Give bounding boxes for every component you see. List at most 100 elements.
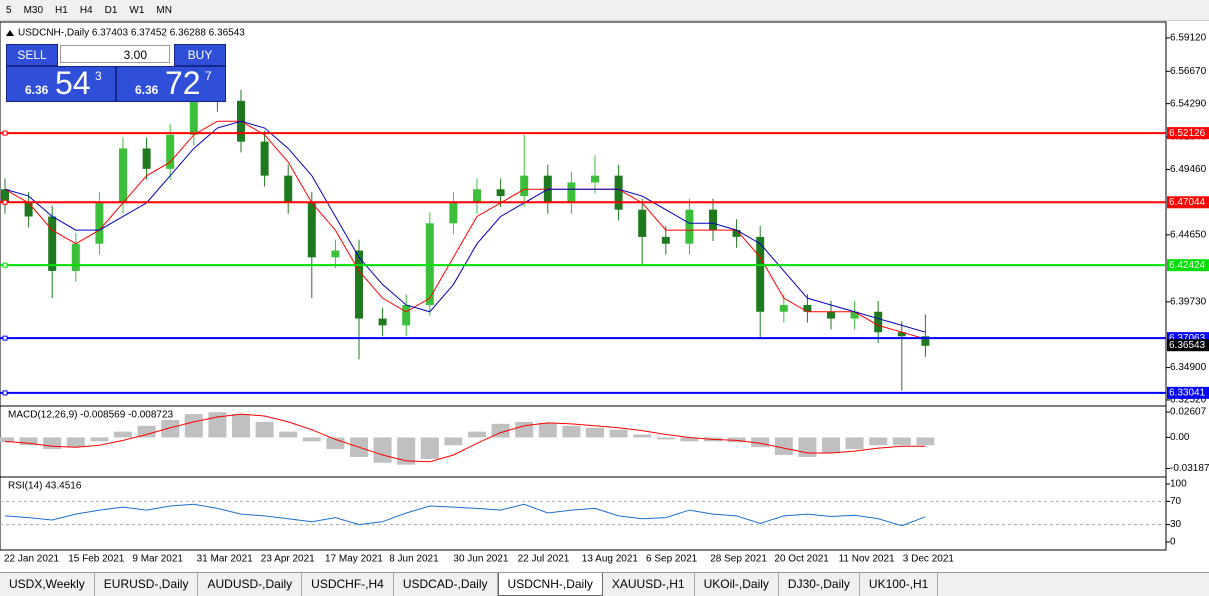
candle-body: [732, 230, 741, 237]
y-tick-label: 70: [1170, 496, 1182, 507]
x-tick-label: 20 Oct 2021: [774, 554, 829, 565]
symbol-tab[interactable]: USDCNH-,Daily: [497, 573, 603, 596]
macd-bar: [114, 431, 132, 438]
candle-body: [779, 304, 788, 312]
candle-body: [1, 189, 9, 203]
candle-body: [284, 175, 293, 203]
candle-body: [71, 243, 80, 271]
buy-button[interactable]: BUY: [174, 44, 226, 66]
symbol-header: USDCNH-,Daily 6.37403 6.37452 6.36288 6.…: [18, 28, 245, 39]
candle-body: [496, 189, 505, 197]
timeframe-button[interactable]: D1: [104, 4, 118, 16]
y-tick-label: 6.49460: [1170, 164, 1207, 175]
timeframe-button[interactable]: H1: [55, 4, 68, 16]
macd-bar: [19, 437, 38, 446]
macd-header: MACD(12,26,9) -0.008569 -0.008723: [8, 410, 174, 421]
price-label: 6.36543: [1169, 340, 1206, 351]
candle-body: [402, 304, 411, 326]
h-line-anchor: [2, 390, 8, 396]
candle-body: [378, 318, 387, 326]
timeframe-button[interactable]: H4: [79, 4, 93, 16]
candle-body: [803, 304, 812, 312]
candle-body: [685, 209, 694, 244]
y-tick-label: 6.32520: [1170, 395, 1207, 406]
candle-body: [24, 202, 33, 217]
symbol-tab[interactable]: USDX,Weekly: [0, 573, 95, 596]
ask-box[interactable]: 6.36 72 7: [116, 65, 226, 102]
symbol-tab[interactable]: USDCHF-,H4: [302, 573, 394, 596]
timeframe-button[interactable]: M30: [23, 4, 44, 16]
h-line-label-box: [1167, 196, 1209, 209]
candle-body: [355, 250, 363, 319]
y-tick-label: 0.02607: [1170, 407, 1207, 418]
timeframe-button[interactable]: W1: [129, 4, 145, 16]
y-tick-label: -0.031872: [1170, 463, 1209, 474]
x-tick-label: 11 Nov 2021: [839, 554, 895, 565]
h-line-label-box: [1167, 259, 1209, 272]
timeframe-button[interactable]: 5: [6, 4, 12, 16]
macd-bar: [184, 414, 203, 438]
candle-body: [591, 175, 599, 183]
symbol-tab[interactable]: XAUUSD-,H1: [603, 573, 695, 596]
x-tick-label: 22 Jul 2021: [518, 554, 570, 565]
macd-bar: [161, 419, 180, 438]
macd-bar: [232, 414, 250, 438]
symbol-tab[interactable]: EURUSD-,Daily: [95, 573, 199, 596]
candle-body: [166, 134, 175, 169]
ask-sup: 7: [205, 69, 212, 83]
macd-bar: [0, 437, 14, 443]
macd-bar: [43, 437, 62, 450]
candle-body: [850, 311, 859, 319]
x-tick-label: 23 Apr 2021: [261, 554, 315, 565]
macd-signal: [4, 413, 926, 463]
candle-body: [473, 189, 481, 203]
trade-panel: SELL 3.00 BUY 6.36 54 3 6.36 72 7: [6, 44, 226, 102]
x-tick-label: 30 Jun 2021: [453, 554, 508, 565]
h-line-label: 6.42424: [1169, 260, 1206, 271]
symbol-tab[interactable]: UK100-,H1: [860, 573, 939, 596]
y-tick-label: 0: [1170, 537, 1176, 548]
h-line-label: 6.52126: [1169, 128, 1206, 139]
candle-body: [119, 148, 127, 203]
candle-body: [874, 311, 883, 333]
ask-big: 72: [165, 65, 201, 101]
y-tick-label: 30: [1170, 519, 1182, 530]
symbol-tab[interactable]: UKOil-,Daily: [695, 573, 779, 596]
macd-bar: [774, 437, 793, 455]
macd-bar: [444, 437, 463, 446]
lot-input[interactable]: 3.00: [60, 45, 170, 63]
bid-box[interactable]: 6.36 54 3: [6, 65, 116, 102]
timeframe-button[interactable]: MN: [156, 4, 172, 16]
sell-button[interactable]: SELL: [6, 44, 58, 66]
macd-bar: [609, 429, 628, 438]
candle-body: [709, 209, 717, 231]
x-tick-label: 13 Aug 2021: [582, 554, 639, 565]
macd-bar: [66, 437, 85, 448]
y-tick-label: 6.59120: [1170, 33, 1207, 44]
h-line-anchor: [2, 199, 8, 205]
x-tick-label: 6 Sep 2021: [646, 554, 698, 565]
x-tick-label: 22 Jan 2021: [4, 554, 59, 565]
macd-bar: [326, 437, 345, 450]
ma-slow: [4, 120, 926, 333]
symbol-tab[interactable]: AUDUSD-,Daily: [198, 573, 303, 596]
y-tick-label: 0.00: [1170, 432, 1190, 443]
macd-bar: [798, 437, 817, 457]
bid-prefix: 6.36: [25, 83, 49, 97]
symbol-tab[interactable]: USDCAD-,Daily: [394, 573, 498, 596]
macd-bar: [633, 434, 652, 438]
macd-bar: [373, 437, 392, 463]
symbol-tab[interactable]: DJ30-,Daily: [779, 573, 860, 596]
x-tick-label: 15 Feb 2021: [68, 554, 125, 565]
y-tick-label: 6.56670: [1170, 66, 1207, 77]
macd-bar: [491, 423, 510, 438]
bid-sup: 3: [95, 69, 102, 83]
candle-body: [921, 336, 930, 346]
macd-bar: [845, 437, 864, 450]
candle-body: [449, 202, 458, 224]
candle-body: [189, 93, 198, 135]
candle-body: [614, 175, 623, 210]
candle-body: [827, 311, 835, 319]
candle-body: [307, 202, 316, 258]
